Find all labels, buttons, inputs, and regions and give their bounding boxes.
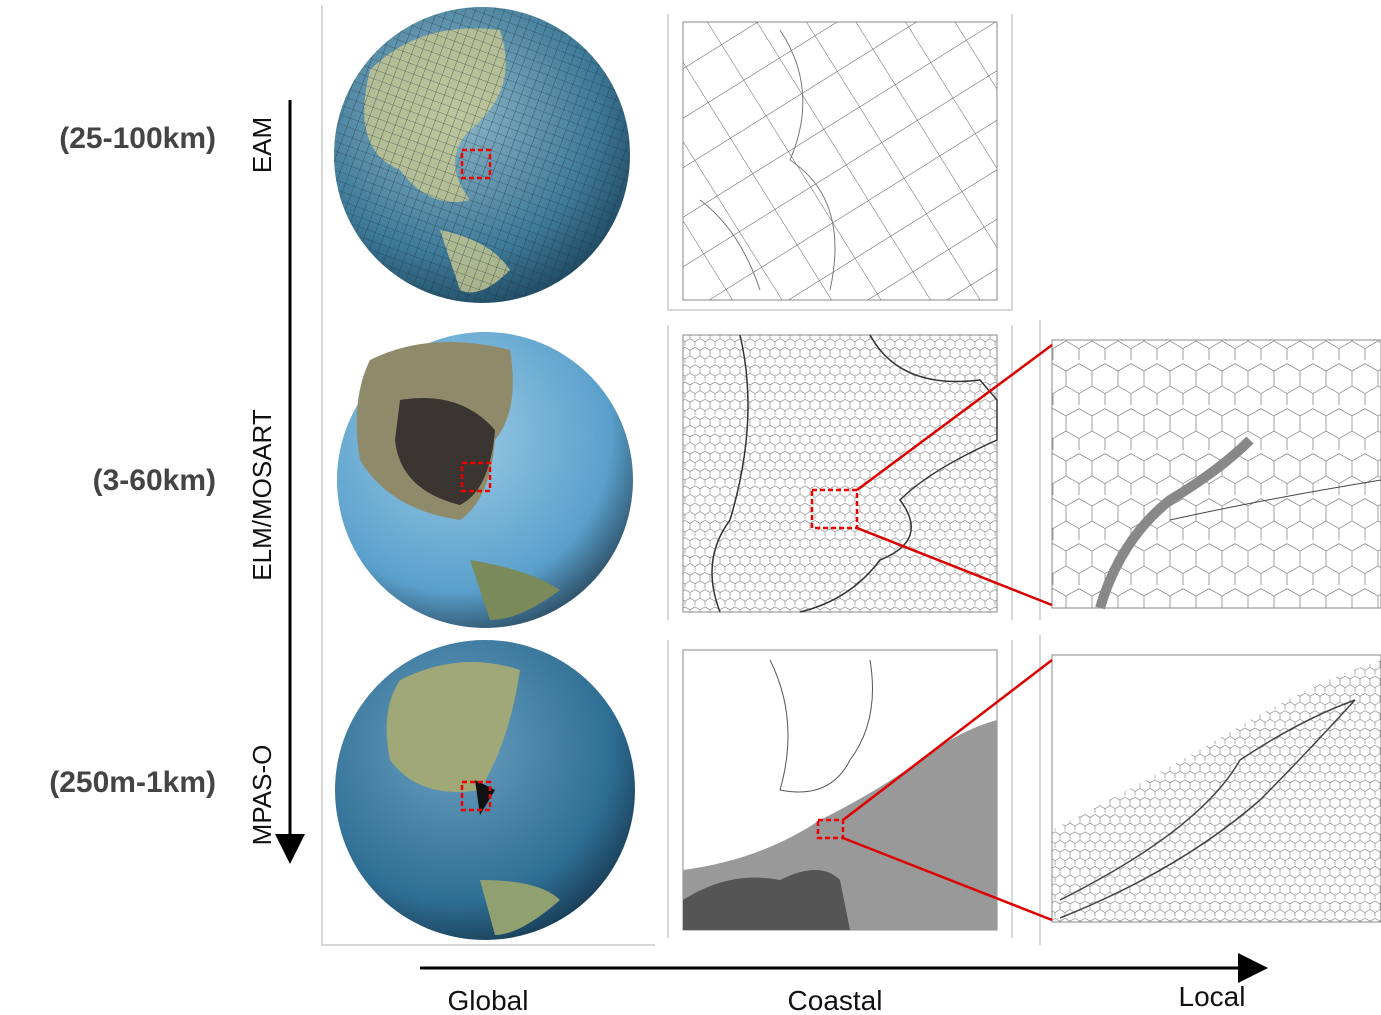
figure: (25-100km) (3-60km) (250m-1km) EAM ELM/M… bbox=[0, 0, 1381, 1015]
scale-label: Local bbox=[1179, 981, 1246, 1012]
globe-elm bbox=[337, 332, 633, 628]
row-label: (250m-1km) bbox=[49, 766, 216, 799]
local-panel-mpas bbox=[1052, 655, 1381, 922]
local-panel-elm bbox=[1052, 340, 1381, 608]
model-label: MPAS-O bbox=[247, 745, 277, 846]
row-label: (3-60km) bbox=[93, 464, 216, 497]
scale-label: Global bbox=[448, 985, 529, 1015]
coastal-panel-eam bbox=[683, 22, 997, 300]
coastal-panel-elm bbox=[683, 335, 997, 612]
globe-mpas bbox=[335, 640, 635, 940]
coastal-panel-mpas bbox=[683, 650, 997, 930]
scale-label: Coastal bbox=[788, 985, 883, 1015]
model-label: EAM bbox=[247, 117, 277, 173]
row-label: (25-100km) bbox=[59, 122, 216, 155]
globe-eam bbox=[334, 7, 630, 303]
model-label: ELM/MOSART bbox=[247, 409, 277, 581]
